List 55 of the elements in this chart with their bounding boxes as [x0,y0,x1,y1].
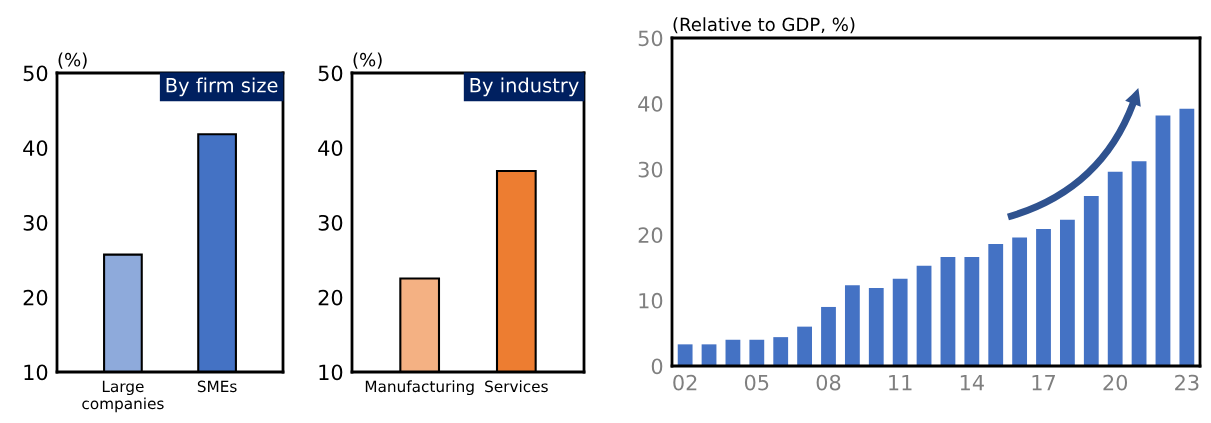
x-tick-label: 23 [1175,374,1199,391]
y-axis-title: (%) [58,52,87,69]
x-tick-label: Manufacturing [365,380,474,396]
bar [1060,219,1075,366]
bar [940,257,956,366]
y-tick-label: 30 [638,161,663,178]
bar [988,243,1004,366]
bar [892,278,908,366]
bar [677,344,693,366]
y-tick-label: 10 [319,364,343,381]
x-tick-label: 11 [889,374,912,391]
bar [1107,171,1123,366]
x-tick-label: 02 [673,374,697,391]
x-tick-label: 05 [744,374,769,391]
y-tick-label: 50 [23,65,48,82]
x-tick-label: 14 [960,374,984,391]
y-tick-label: 20 [638,227,663,244]
x-tick-label: Services [485,380,548,393]
bar [725,339,741,366]
y-tick-label: 10 [639,292,663,309]
bar [701,344,717,366]
y-axis-title: (%) [353,52,382,69]
bar [1036,228,1051,366]
y-tick-label: 40 [638,96,663,112]
x-tick-label: Large companies [82,380,164,413]
y-tick-label: 20 [23,289,48,306]
y-tick-label: 40 [318,140,343,156]
bar [868,287,884,366]
y-axis-title: (Relative to GDP, %) [673,17,855,34]
bar [1012,237,1028,366]
x-tick-label: 20 [1103,374,1128,391]
bar [964,257,980,366]
bar [749,339,765,366]
bar [821,306,836,366]
y-tick-label: 50 [638,30,663,47]
bar [1131,161,1147,366]
x-tick-label: 17 [1032,374,1055,391]
x-tick-label: 08 [816,374,841,391]
y-tick-label: 30 [318,214,343,231]
bar [844,285,860,366]
y-tick-label: 0 [651,358,663,375]
chart-title: By firm size [166,77,278,97]
bar [1083,196,1099,366]
bar [1179,108,1195,366]
y-tick-label: 30 [23,214,48,231]
bar [773,337,789,366]
bar [1155,115,1171,366]
bar [916,265,932,366]
y-tick-label: 10 [24,364,48,381]
chart-title: By industry [470,77,579,97]
y-tick-label: 50 [318,65,343,82]
y-tick-label: 20 [318,289,343,306]
y-tick-label: 40 [23,140,48,156]
bar [797,326,812,366]
x-tick-label: SMEs [197,380,237,393]
